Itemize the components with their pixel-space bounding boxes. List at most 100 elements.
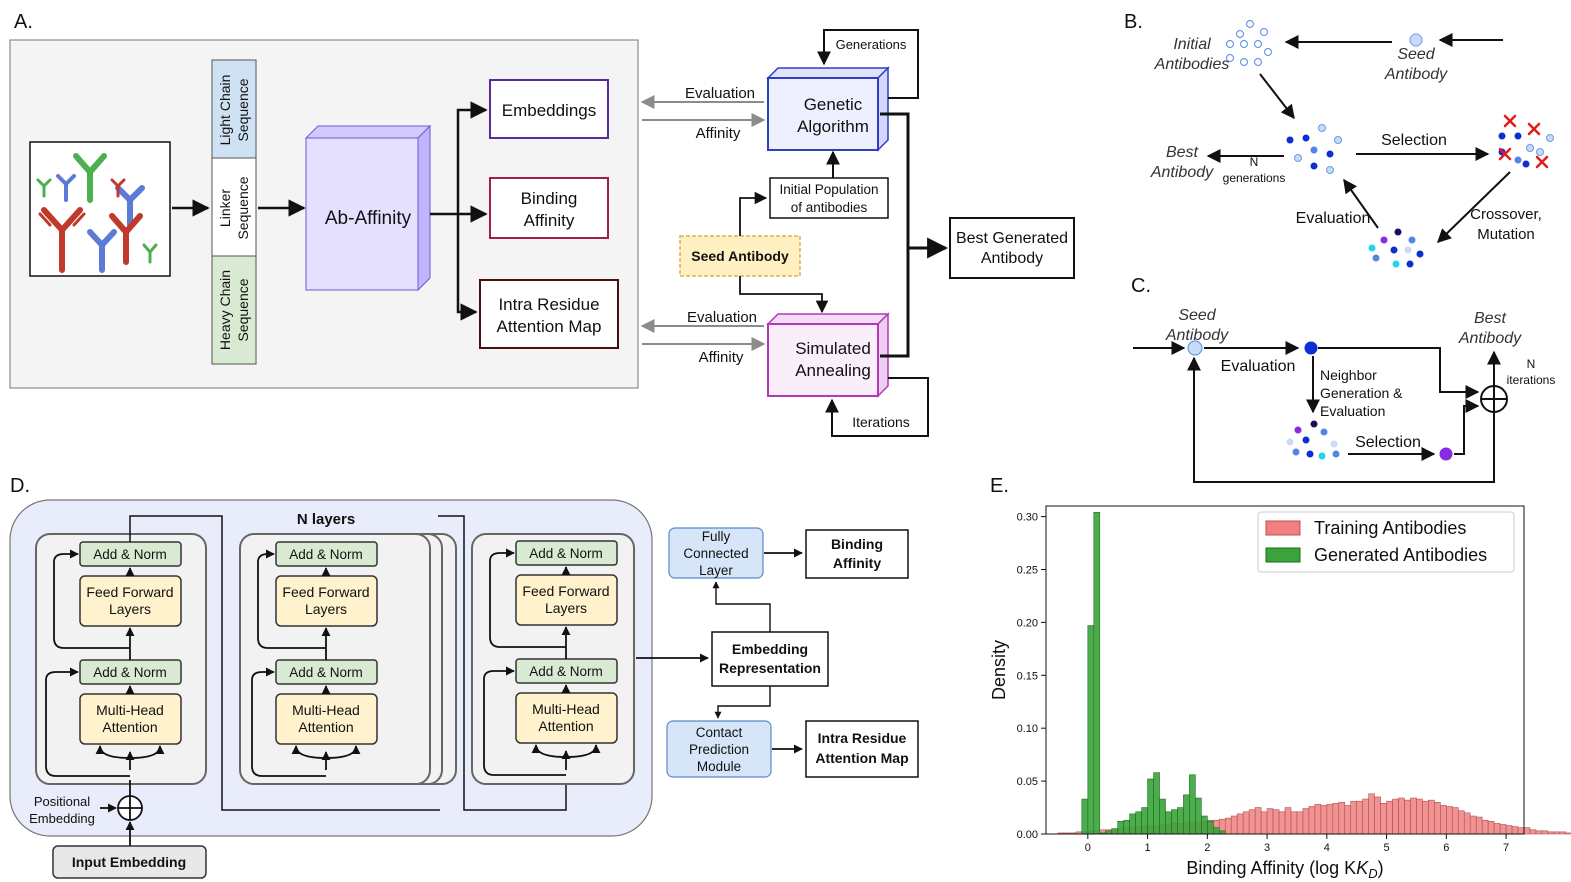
add-norm-3b: Add & Norm — [529, 664, 603, 679]
generated-bar — [1135, 811, 1142, 835]
best-antibody-b-label: Best Antibody — [1150, 144, 1214, 181]
training-bar — [1469, 815, 1477, 835]
input-embedding-box — [52, 845, 207, 879]
y-tick-label: 0.15 — [1017, 670, 1038, 682]
training-bar — [1481, 819, 1489, 835]
intra-residue-d-box — [805, 720, 919, 778]
training-bar — [1434, 801, 1441, 835]
intra-residue-box — [479, 279, 619, 349]
training-bar — [1529, 829, 1537, 835]
offspring-dots — [1368, 228, 1424, 268]
y-tick-label: 0.25 — [1017, 564, 1038, 576]
binding-affinity-box — [489, 177, 609, 239]
training-bar — [1523, 827, 1531, 835]
positional-embedding-label: Positional Embedding — [29, 794, 95, 826]
seed-antibody-label: Seed Antibody — [691, 248, 789, 264]
training-bar — [1374, 796, 1381, 835]
feed-forward-1: Feed Forward Layers — [86, 584, 173, 617]
training-bar — [1266, 808, 1274, 835]
training-bar — [1559, 831, 1567, 835]
multi-head-3: Multi-Head Attention — [532, 701, 600, 734]
n-layers-label: N layers — [297, 511, 355, 528]
generated-bar — [1093, 512, 1101, 835]
generated-bar — [1087, 625, 1095, 835]
initial-dots — [1225, 19, 1273, 67]
training-bar — [1565, 832, 1571, 835]
training-bar — [1284, 807, 1292, 835]
panel-d: D. N layers Add & Norm Feed Forward Layer… — [9, 475, 919, 879]
panel-a-label: A. — [14, 11, 33, 33]
generated-bar — [1117, 820, 1124, 835]
x-tick-label: 1 — [1145, 842, 1151, 854]
selection-c-label: Selection — [1355, 434, 1421, 451]
generated-bar — [1207, 820, 1214, 835]
intra-residue-d-label: Intra Residue Attention Map — [815, 730, 908, 766]
training-bar — [1350, 800, 1357, 835]
simulated-annealing-label: Simulated Annealing — [795, 339, 871, 380]
embeddings-box — [489, 79, 609, 139]
simulated-annealing-block: Simulated Annealing — [766, 312, 890, 398]
training-bar — [1278, 811, 1286, 835]
generated-bar — [1177, 807, 1184, 835]
affinity-top-label: Affinity — [696, 125, 741, 142]
evaluation-bottom-label: Evaluation — [687, 309, 757, 326]
best-antibody-c-label: Best Antibody — [1458, 310, 1522, 347]
add-norm-3a: Add & Norm — [529, 546, 603, 561]
training-bar — [1422, 800, 1429, 835]
x-tick-label: 2 — [1204, 842, 1210, 854]
training-bar — [1290, 811, 1298, 835]
training-bar — [1326, 804, 1334, 835]
x-tick-label: 3 — [1264, 842, 1270, 854]
generated-bar — [1111, 828, 1118, 835]
generated-bar — [1123, 819, 1130, 835]
training-bar — [1392, 798, 1399, 835]
training-bar — [1302, 808, 1310, 835]
panel-b: B. Initial Antibodies Seed Antibody Best An… — [1124, 11, 1554, 268]
x-tick-label: 4 — [1324, 842, 1330, 854]
training-bar — [1386, 800, 1393, 835]
training-bar — [1535, 830, 1543, 835]
training-bar — [1242, 811, 1250, 835]
y-axis-label: Density — [989, 640, 1009, 700]
training-bar — [1272, 809, 1280, 835]
y-tick-label: 0.10 — [1017, 723, 1038, 735]
seed-dot — [1409, 33, 1423, 47]
multi-head-2: Multi-Head Attention — [292, 702, 360, 735]
training-bar — [1547, 831, 1555, 835]
add-norm-2b: Add & Norm — [289, 665, 363, 680]
generated-bar — [1183, 794, 1190, 835]
iterations-label: Iterations — [852, 414, 910, 430]
training-bar — [1428, 799, 1435, 835]
legend-swatch-generated — [1265, 547, 1301, 563]
training-bar — [1511, 826, 1519, 835]
x-tick-label: 0 — [1085, 842, 1091, 854]
generated-bar — [1081, 798, 1089, 835]
seed-antibody-c-label: Seed Antibody — [1165, 307, 1229, 344]
seed-antibody-box — [679, 235, 801, 277]
training-bar — [1344, 805, 1352, 835]
training-bar — [1553, 831, 1561, 835]
panel-e-label: E. — [990, 475, 1009, 497]
training-bar — [1517, 827, 1525, 835]
genetic-algorithm-label: Genetic Algorithm — [797, 95, 869, 136]
training-bar — [1230, 815, 1238, 835]
neighbor-dots — [1286, 420, 1340, 460]
binding-affinity-d-label: Binding Affinity — [831, 536, 883, 571]
training-bar — [1338, 801, 1346, 835]
add-norm-1a: Add & Norm — [93, 547, 167, 562]
neighbor-label: Neighbor Generation & Evaluation — [1320, 367, 1403, 419]
initial-population-label: Initial Population of antibodies — [779, 182, 878, 215]
training-bar — [1440, 805, 1447, 835]
panel-c-label: C. — [1131, 275, 1151, 297]
training-bar — [1314, 804, 1322, 835]
genetic-algorithm-block: Genetic Algorithm — [766, 66, 890, 152]
generated-bar — [1159, 798, 1166, 835]
legend-label-generated: Generated Antibodies — [1314, 545, 1487, 565]
training-bar — [1236, 813, 1244, 835]
training-bar — [1446, 806, 1453, 835]
cross-marks — [1498, 114, 1549, 169]
training-bar — [1248, 809, 1256, 835]
training-bar — [1410, 797, 1417, 835]
panel-c: C. Seed Antibody Evaluation Best Antibody … — [1131, 275, 1556, 483]
